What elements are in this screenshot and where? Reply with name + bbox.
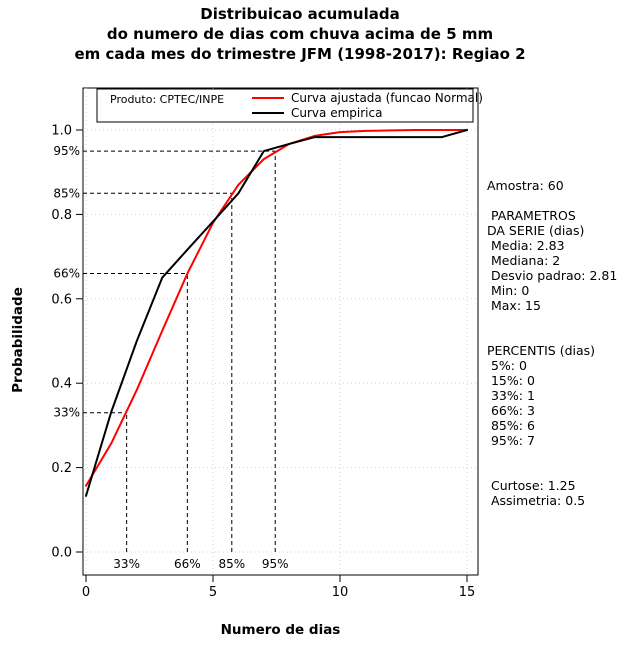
percentile-bottom-label: 33%	[113, 557, 140, 571]
y-tick-label: 0.4	[51, 377, 72, 392]
y-tick-label: 0.2	[51, 461, 72, 476]
legend-label: Curva ajustada (funcao Normal)	[291, 91, 483, 105]
x-tick-label: 10	[332, 585, 349, 600]
curve-fitted	[85, 129, 468, 487]
stats-line	[487, 448, 617, 463]
y-tick-label: 1.0	[51, 124, 72, 139]
stats-line: DA SERIE (dias)	[487, 223, 585, 238]
stats-line: 66%: 3	[487, 403, 535, 418]
stats-line: 15%: 0	[487, 373, 535, 388]
y-tick-label: 0.6	[51, 292, 72, 307]
stats-panel: Amostra: 60 PARAMETROS DA SERIE (dias) Me…	[487, 178, 617, 508]
chart-title-line-3: em cada mes do trimestre JFM (1998-2017)…	[74, 45, 526, 63]
stats-line: 85%: 6	[487, 418, 535, 433]
stats-line: Amostra: 60	[487, 178, 564, 193]
stats-line	[487, 463, 617, 478]
percentile-bottom-label: 85%	[218, 557, 245, 571]
stats-line: Media: 2.83	[487, 238, 565, 253]
stats-line: Mediana: 2	[487, 253, 561, 268]
stats-line: Assimetria: 0.5	[487, 493, 586, 508]
stats-line: 95%: 7	[487, 433, 535, 448]
stats-line: PARAMETROS	[487, 208, 576, 223]
legend-note: Produto: CPTEC/INPE	[110, 93, 224, 106]
stats-line	[487, 328, 617, 343]
stats-line: Curtose: 1.25	[487, 478, 576, 493]
y-axis-label: Probabilidade	[10, 287, 26, 393]
stats-line: 33%: 1	[487, 388, 535, 403]
plot-border	[82, 87, 479, 576]
percentile-left-label: 66%	[53, 266, 80, 280]
stats-line	[487, 193, 617, 208]
stats-line: Desvio padrao: 2.81	[487, 268, 618, 283]
percentile-left-label: 95%	[53, 144, 80, 158]
x-tick-label: 5	[209, 585, 217, 600]
stats-line	[487, 313, 617, 328]
chart-title: Distribuicao acumulada do numero de dias…	[0, 4, 600, 64]
legend-label: Curva empirica	[291, 106, 382, 120]
stats-line: 5%: 0	[487, 358, 527, 373]
percentile-left-label: 33%	[53, 406, 80, 420]
stats-line: PERCENTIS (dias)	[487, 343, 596, 358]
x-tick-label: 0	[82, 585, 90, 600]
stats-line: Min: 0	[487, 283, 530, 298]
percentile-bottom-label: 66%	[174, 557, 201, 571]
stats-line: Max: 15	[487, 298, 541, 313]
legend-box	[96, 88, 474, 123]
x-axis-label: Numero de dias	[220, 622, 341, 638]
y-tick-label: 0.0	[51, 546, 72, 561]
curve-empirical	[85, 129, 468, 497]
percentile-left-label: 85%	[53, 186, 80, 200]
y-tick-label: 0.8	[51, 208, 72, 223]
x-tick-label: 15	[459, 585, 476, 600]
percentile-bottom-label: 95%	[262, 557, 289, 571]
chart-title-line-1: Distribuicao acumulada	[200, 5, 400, 23]
chart-title-line-2: do numero de dias com chuva acima de 5 m…	[106, 25, 494, 43]
